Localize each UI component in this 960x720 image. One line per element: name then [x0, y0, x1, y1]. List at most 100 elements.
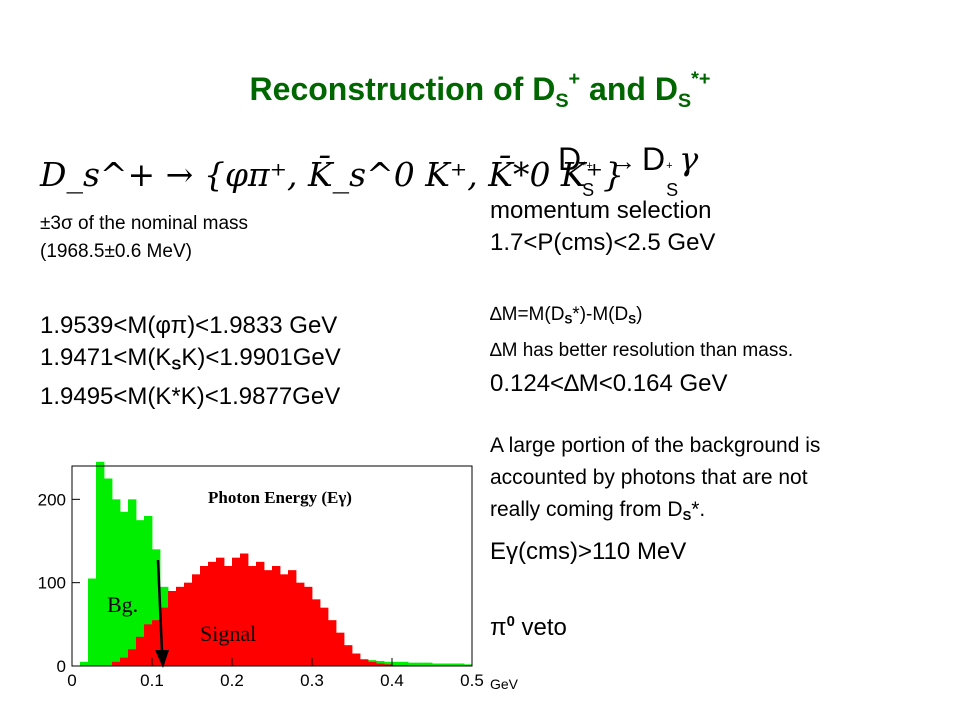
bg-bar: [240, 641, 249, 666]
bg-series: [80, 461, 473, 666]
bg-bar: [120, 511, 129, 666]
cut-arrow-head: [155, 650, 169, 668]
cut-ks-k: 1.9471<M(KSK)<1.9901GeV: [40, 344, 341, 374]
y-ticks: 0 100 200: [38, 490, 80, 676]
signal-bar: [232, 557, 241, 666]
delta-m-definition: ∆M=M(DS*)-M(DS): [490, 304, 643, 327]
signal-bar: [288, 570, 297, 666]
momentum-selection: momentum selection 1.7<P(cms)<2.5 GeV: [490, 195, 715, 259]
bg-bar: [160, 586, 169, 666]
bg-bar: [200, 636, 209, 666]
signal-bar: [344, 645, 353, 666]
bg-bar: [456, 663, 465, 666]
bg-bar: [104, 478, 113, 666]
mass-window-line1: ±3σ of the nominal mass: [40, 213, 249, 234]
signal-bar: [392, 665, 401, 666]
signal-bar: [168, 591, 177, 666]
bg-bar: [408, 662, 417, 666]
bg-bar: [392, 661, 401, 666]
x-tick-label: 0.1: [140, 671, 164, 690]
bg-bar: [232, 641, 241, 666]
bg-bar: [296, 651, 305, 666]
bg-bar: [184, 628, 193, 666]
signal-bar: [280, 574, 289, 666]
bg-bar: [448, 663, 457, 666]
signal-bar: [384, 664, 393, 666]
signal-bar: [208, 561, 217, 666]
signal-bar: [264, 570, 273, 666]
cut-arrow-line: [156, 559, 164, 653]
bg-bar: [320, 653, 329, 666]
signal-bar: [360, 659, 369, 666]
bg-bar: [280, 649, 289, 666]
mass-window-line2: (1968.5±0.6 MeV): [40, 241, 192, 262]
bg-bar: [144, 516, 153, 666]
annotation-bg: Bg.: [107, 592, 138, 617]
delta-m-cut: 0.124<∆M<0.164 GeV: [490, 370, 728, 397]
x-tick-label: 0: [67, 671, 76, 690]
cut-kstar-k: 1.9495<M(K*K)<1.9877GeV: [40, 383, 341, 411]
signal-bar: [200, 566, 209, 666]
signal-bar: [256, 561, 265, 666]
momentum-line2: 1.7<P(cms)<2.5 GeV: [490, 229, 716, 256]
bg-bar: [192, 632, 201, 666]
bg-bar: [256, 641, 265, 666]
background-text: A large portion of the background is acc…: [490, 430, 820, 532]
bg-bar: [344, 657, 353, 666]
signal-bar: [216, 557, 225, 666]
bg-bar: [432, 663, 441, 666]
x-tick-label: 0.3: [300, 671, 324, 690]
bg-bar: [416, 662, 425, 666]
signal-bar: [312, 599, 321, 666]
bg-bar: [176, 616, 185, 666]
slide-title: Reconstruction of DS+ and DS*+: [249, 68, 711, 112]
bg-bar: [304, 651, 313, 666]
x-ticks: 0 0.1 0.2 0.3 0.4 0.5: [67, 658, 484, 690]
signal-bar: [304, 586, 313, 666]
x-tick-label: 0.4: [380, 671, 404, 690]
signal-bar: [336, 632, 345, 666]
bg-bar: [96, 461, 105, 666]
bg-bar: [288, 649, 297, 666]
bg-bar: [368, 660, 377, 666]
cut-phi-pi: 1.9539<M(φπ)<1.9833 GeV: [40, 312, 338, 339]
signal-bar: [128, 649, 137, 666]
x-tick-label: 0.2: [220, 671, 244, 690]
plot-frame: [71, 465, 473, 667]
x-tick-label: 0.5: [460, 671, 484, 690]
egamma-cut: Eγ(cms)>110 MeV: [490, 538, 687, 565]
signal-bar: [160, 607, 169, 666]
delta-m-text: ∆M=M(DS*)-M(DS) ∆M has better resolution…: [490, 300, 793, 366]
signal-bar: [136, 636, 145, 666]
bg-bar: [360, 659, 369, 666]
bg-line1: A large portion of the background is: [490, 434, 821, 457]
signal-bar: [352, 653, 361, 666]
bg-line3: really coming from DS*.: [490, 498, 706, 523]
signal-bar: [112, 661, 121, 666]
bg-bar: [440, 663, 449, 666]
bg-bar: [112, 499, 121, 666]
annotation-signal: Signal: [200, 621, 256, 646]
signal-bar: [224, 566, 233, 666]
signal-bar: [176, 586, 185, 666]
y-tick-label: 200: [38, 490, 66, 509]
bg-bar: [248, 642, 257, 666]
signal-bar: [296, 582, 305, 666]
signal-bar: [240, 553, 249, 666]
signal-bar: [368, 661, 377, 666]
momentum-line1: momentum selection: [490, 197, 712, 224]
signal-bar: [192, 574, 201, 666]
bg-bar: [400, 661, 409, 666]
bg-bar: [168, 599, 177, 666]
bg-bar: [336, 656, 345, 666]
y-tick-label: 0: [57, 657, 66, 676]
bg-line2: accounted by photons that are not: [490, 466, 808, 489]
y-tick-label: 100: [38, 574, 66, 593]
signal-series: [112, 553, 409, 666]
signal-bar: [320, 607, 329, 666]
x-axis-label: GeV: [490, 676, 519, 692]
signal-bar: [152, 620, 161, 666]
bg-bar: [224, 636, 233, 666]
bg-bar: [80, 661, 89, 666]
